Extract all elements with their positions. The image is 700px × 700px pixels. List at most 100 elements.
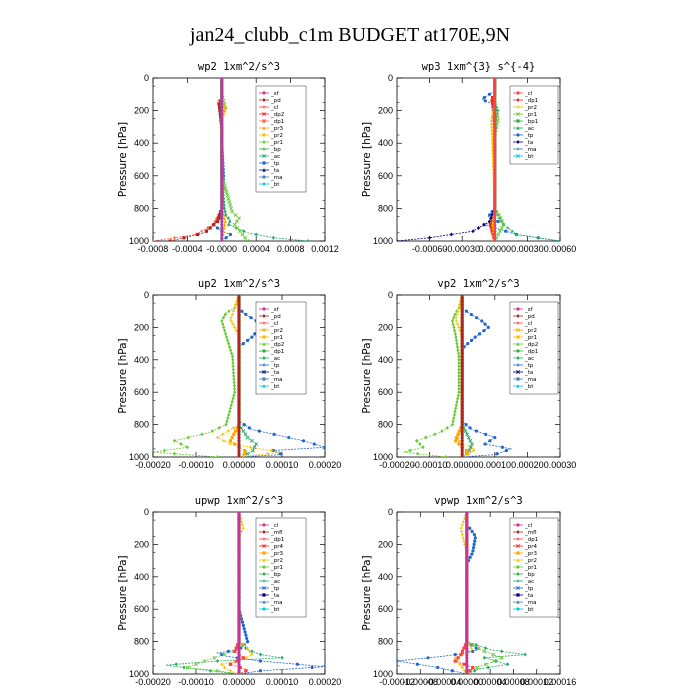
- data-point: [233, 429, 238, 433]
- data-point: [243, 452, 247, 456]
- data-point: [465, 617, 469, 621]
- data-point: [237, 312, 241, 317]
- legend-marker: [262, 600, 266, 604]
- data-point: [220, 186, 224, 191]
- data-point: [237, 329, 241, 333]
- data-point: [482, 95, 486, 100]
- legend-marker: [516, 370, 520, 374]
- data-point: [460, 649, 465, 653]
- data-point: [490, 219, 494, 224]
- x-tick-label: -0.00012: [379, 677, 415, 687]
- data-point: [456, 396, 460, 401]
- data-point: [457, 306, 461, 310]
- data-point: [237, 306, 241, 310]
- data-point: [421, 445, 425, 450]
- data-point: [451, 322, 455, 327]
- legend-marker: [516, 154, 520, 158]
- data-point: [449, 232, 453, 237]
- data-point: [215, 455, 220, 457]
- data-point: [237, 601, 241, 605]
- data-point: [424, 435, 428, 440]
- data-point: [220, 92, 224, 97]
- data-point: [465, 568, 469, 572]
- data-point: [493, 222, 497, 227]
- data-point: [226, 429, 230, 433]
- data-point: [237, 546, 241, 550]
- data-point: [483, 99, 487, 103]
- legend-entry: _tp: [524, 133, 534, 139]
- data-point: [483, 646, 488, 651]
- data-point: [465, 526, 469, 530]
- y-tick-label: 600: [378, 387, 393, 397]
- data-point: [215, 659, 220, 664]
- legend-marker: [516, 91, 520, 95]
- x-tick-label: 0.00030: [511, 244, 544, 254]
- x-tick-label: 0.00020: [309, 460, 342, 470]
- legend-marker: [516, 342, 520, 346]
- data-point: [471, 229, 475, 234]
- data-point: [225, 193, 230, 198]
- legend-marker: [516, 558, 520, 562]
- data-point: [237, 377, 241, 381]
- y-axis-label: Pressure [hPa]: [117, 338, 129, 413]
- legend-marker: [262, 105, 266, 109]
- data-point: [457, 439, 461, 443]
- data-point: [237, 380, 241, 385]
- data-point: [230, 399, 234, 404]
- x-tick-label: 0.00030: [544, 460, 577, 470]
- legend-entry: _pr3: [524, 551, 538, 557]
- panel-title: wp3 1xm^{3} s^{-4}: [422, 61, 536, 73]
- legend-marker: [262, 537, 266, 541]
- data-point: [266, 452, 270, 456]
- data-point: [237, 562, 241, 566]
- data-point: [237, 646, 241, 650]
- data-point: [454, 316, 458, 320]
- data-point: [490, 134, 494, 139]
- data-point: [498, 229, 502, 234]
- data-point: [237, 429, 241, 433]
- data-point: [453, 409, 457, 414]
- data-point: [457, 325, 461, 329]
- data-point: [490, 138, 494, 142]
- data-point: [465, 662, 469, 666]
- panel-title: upwp 1xm^2/s^3: [195, 495, 284, 507]
- data-point: [212, 655, 217, 660]
- data-point: [168, 239, 172, 241]
- data-point: [493, 167, 497, 172]
- data-point: [220, 196, 224, 201]
- data-point: [237, 432, 241, 436]
- data-point: [493, 105, 497, 110]
- data-point: [237, 523, 241, 527]
- data-point: [237, 665, 241, 670]
- data-point: [460, 358, 464, 362]
- data-point: [237, 435, 241, 440]
- data-point: [433, 432, 437, 437]
- data-point: [253, 332, 257, 336]
- data-point: [232, 386, 237, 391]
- legend-marker: [516, 530, 520, 534]
- legend-entry: _sf: [524, 307, 534, 313]
- data-point: [217, 105, 222, 109]
- data-point: [244, 312, 248, 317]
- data-point: [208, 226, 212, 230]
- data-point: [237, 325, 241, 329]
- legend-entry: _bp: [270, 572, 281, 578]
- data-point: [237, 591, 241, 595]
- data-point: [493, 102, 497, 107]
- y-tick-label: 1000: [373, 236, 393, 246]
- data-point: [490, 144, 495, 149]
- legend-entry: _bt: [270, 182, 280, 188]
- legend-marker: [262, 370, 266, 374]
- data-point: [493, 128, 497, 133]
- data-point: [237, 581, 241, 585]
- data-point: [460, 410, 464, 414]
- data-point: [258, 652, 263, 657]
- data-point: [237, 620, 241, 624]
- legend-entry: _tp: [270, 586, 280, 592]
- data-point: [220, 219, 224, 224]
- data-point: [241, 342, 245, 346]
- data-point: [237, 345, 241, 349]
- legend-marker: [262, 356, 266, 360]
- data-point: [470, 642, 475, 647]
- data-point: [237, 419, 241, 423]
